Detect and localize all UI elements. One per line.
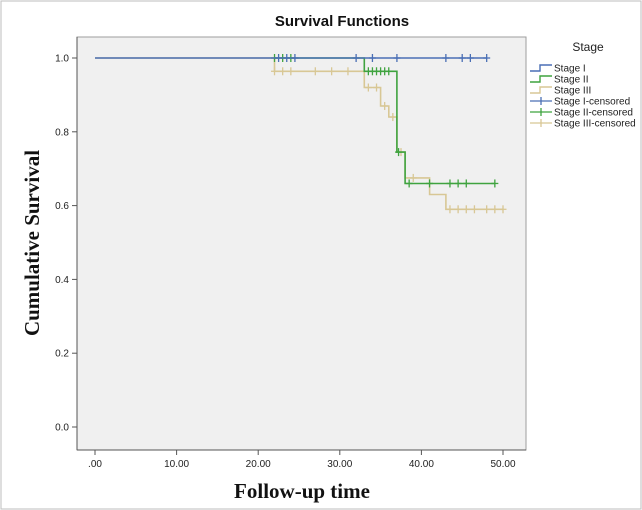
censor-mark-stage-3 [373, 83, 381, 92]
censor-mark-stage-3 [344, 67, 352, 76]
y-axis-ticks: 0.0 0.2 0.4 0.6 0.8 1.0 [55, 54, 77, 434]
legend-line-swatch [530, 75, 552, 83]
censor-mark-stage-3 [381, 101, 389, 110]
series-layer [95, 54, 507, 214]
censor-mark-stage-2 [462, 179, 470, 188]
censor-mark-stage-2 [446, 179, 454, 188]
censor-mark-stage-3 [271, 67, 279, 76]
legend-entry-3: Stage III [530, 86, 591, 97]
censor-mark-stage-2 [426, 179, 434, 188]
censor-mark-stage-1 [442, 54, 450, 62]
legend-label: Stage I-censored [554, 97, 630, 108]
censor-mark-stage-3 [409, 173, 417, 182]
legend-label: Stage III-censored [554, 119, 636, 130]
legend-entry-2: Stage II [530, 75, 588, 86]
x-axis-label: Follow-up time [234, 479, 370, 503]
legend-label: Stage III [554, 86, 591, 97]
y-tick-label: 0.2 [55, 349, 69, 360]
x-axis-ticks: .00 10.00 20.00 30.00 40.00 50.00 [88, 450, 516, 470]
chart-title: Survival Functions [275, 13, 409, 30]
legend-entry-1: Stage I [530, 64, 586, 75]
censor-mark-stage-3 [491, 205, 499, 214]
censor-mark-stage-1 [458, 54, 466, 62]
censor-mark-stage-1 [393, 54, 401, 62]
y-tick-label: 1.0 [55, 54, 69, 65]
censor-mark-stage-1 [283, 54, 291, 62]
censor-mark-stage-3 [311, 67, 319, 76]
censor-mark-stage-3 [462, 205, 470, 214]
y-tick-label: 0.0 [55, 423, 69, 434]
censor-mark-stage-3 [446, 205, 454, 214]
x-tick-label: .00 [88, 459, 102, 470]
y-tick-label: 0.6 [55, 201, 69, 212]
legend-line-swatch [530, 86, 552, 94]
legend-line-swatch [530, 64, 552, 72]
censor-mark-stage-2 [454, 179, 462, 188]
x-tick-label: 20.00 [246, 459, 271, 470]
y-tick-label: 0.4 [55, 275, 69, 286]
censor-mark-stage-2 [385, 67, 393, 76]
censor-mark-stage-1 [466, 54, 474, 62]
legend-label: Stage II [554, 75, 588, 86]
censor-mark-stage-1 [291, 54, 299, 62]
censor-mark-stage-3 [287, 67, 295, 76]
censor-mark-stage-3 [483, 205, 491, 214]
censor-mark-stage-3 [364, 83, 372, 92]
x-tick-label: 50.00 [490, 459, 515, 470]
legend-entry-5: Stage II-censored [530, 108, 633, 119]
legend-label: Stage II-censored [554, 108, 633, 119]
legend-entry-4: Stage I-censored [530, 97, 630, 108]
legend-title: Stage [572, 40, 604, 54]
censor-mark-stage-2 [491, 179, 499, 188]
censor-mark-stage-1 [368, 54, 376, 62]
censor-mark-stage-3 [328, 67, 336, 76]
censor-mark-stage-3 [389, 113, 397, 122]
censor-mark-stage-1 [483, 54, 491, 62]
legend-label: Stage I [554, 64, 586, 75]
censor-mark-stage-3 [279, 67, 287, 76]
x-tick-label: 30.00 [327, 459, 352, 470]
y-tick-label: 0.8 [55, 127, 69, 138]
legend-entry-6: Stage III-censored [530, 119, 636, 130]
censor-mark-stage-3 [499, 205, 507, 214]
censor-mark-stage-3 [470, 205, 478, 214]
censor-mark-stage-2 [405, 179, 413, 188]
censor-mark-stage-2 [395, 148, 403, 157]
plot-area [76, 36, 527, 451]
x-tick-label: 10.00 [164, 459, 189, 470]
censor-mark-stage-1 [352, 54, 360, 62]
y-axis-label: Cumulative Survival [20, 150, 44, 336]
censor-mark-stage-3 [454, 205, 462, 214]
x-tick-label: 40.00 [409, 459, 434, 470]
series-line-stage-2 [274, 57, 495, 185]
censor-mark-stage-1 [275, 54, 283, 62]
